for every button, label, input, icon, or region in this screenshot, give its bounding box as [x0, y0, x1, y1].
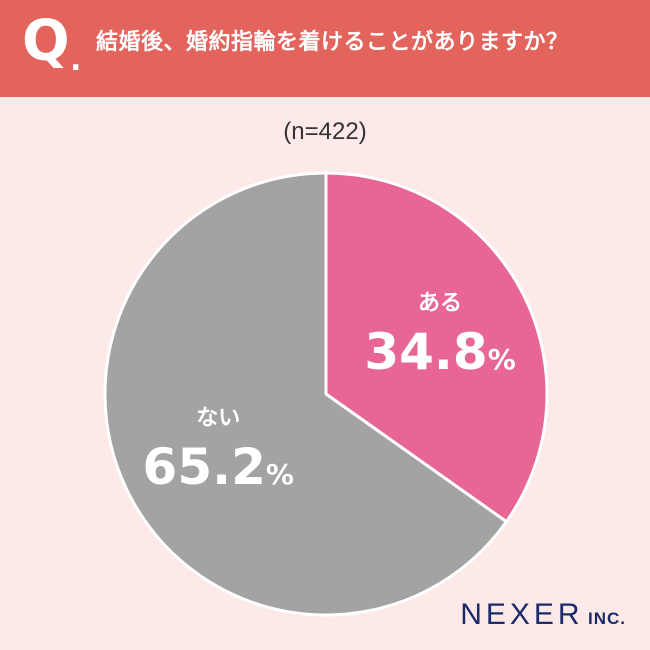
q-dot: .: [70, 43, 82, 78]
question-header: Q . 結婚後、婚約指輪を着けることがありますか？: [0, 0, 650, 97]
slice-percent-no: 65.2%: [142, 437, 294, 496]
slice-label-yes: ある 34.8%: [364, 291, 516, 382]
pie-slice-no: [103, 171, 508, 617]
logo-sub: INC.: [588, 609, 626, 628]
question-text: 結婚後、婚約指輪を着けることがありますか？: [96, 30, 569, 55]
nexer-logo: NEXER INC.: [460, 598, 626, 632]
q-mark: Q: [22, 9, 70, 74]
logo-main: NEXER: [460, 598, 584, 631]
slice-percent-yes: 34.8%: [364, 323, 516, 382]
slice-name-yes: ある: [418, 291, 463, 317]
sample-size-label: (n=422): [283, 118, 367, 145]
slice-name-no: ない: [196, 405, 241, 431]
slice-label-no: ない 65.2%: [142, 405, 294, 496]
pie-slice-yes: [324, 171, 549, 524]
